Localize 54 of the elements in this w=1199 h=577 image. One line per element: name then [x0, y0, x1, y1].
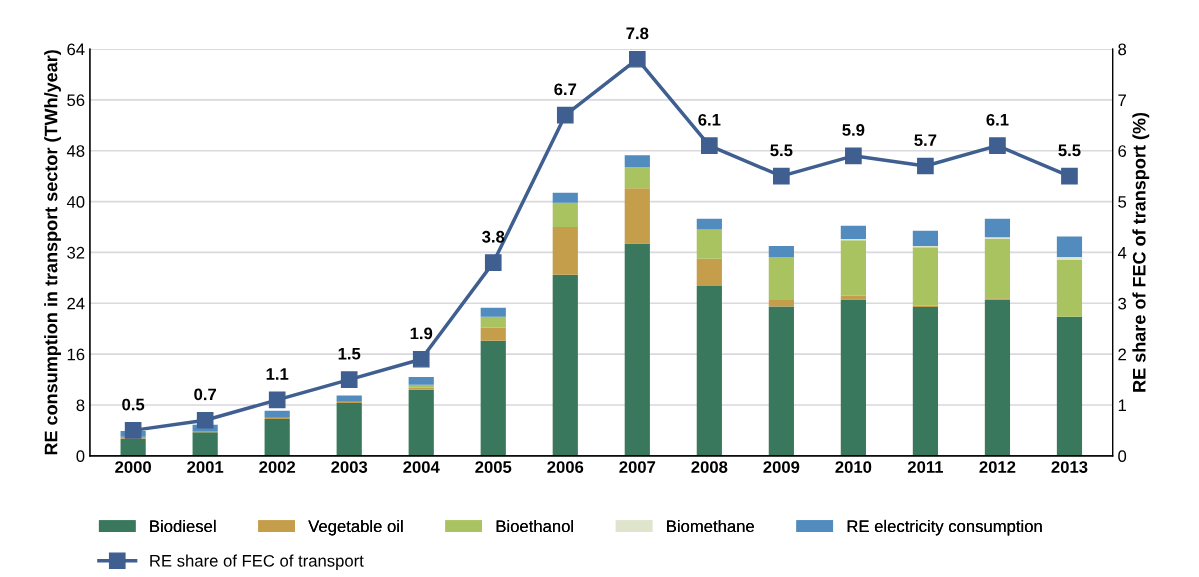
x-tick-label: 2003	[331, 461, 368, 473]
data-label: 5.7	[914, 134, 937, 147]
y-tick-label: 16	[67, 348, 85, 361]
y-tick-label: 56	[67, 94, 85, 107]
y2-tick-label: 1	[1118, 399, 1126, 412]
x-tick-label: 2013	[1051, 461, 1088, 473]
data-label: 0.5	[122, 398, 145, 411]
y-tick-label: 64	[67, 43, 85, 56]
legend-label: Biodiesel	[150, 519, 216, 533]
data-label: 1.5	[338, 347, 361, 360]
x-tick-label: 2001	[187, 461, 224, 473]
x-tick-label: 2011	[907, 461, 944, 473]
x-tick-label: 2002	[259, 461, 296, 473]
data-label: 5.5	[1058, 144, 1081, 157]
y2-axis-title: RE share of FEC of transport (%)	[1132, 112, 1150, 392]
x-tick-label: 2006	[547, 461, 584, 473]
legend-label: RE electricity consumption	[847, 519, 1042, 536]
y2-tick-label: 2	[1118, 348, 1126, 361]
y2-tick-label: 4	[1117, 247, 1127, 259]
x-tick-label: 2004	[403, 461, 440, 473]
x-tick-label: 2000	[115, 461, 151, 473]
y2-tick-label: 7	[1118, 94, 1126, 106]
legend-label: Biomethane	[667, 519, 754, 533]
data-label: 1.1	[266, 368, 289, 380]
y2-tick-label: 8	[1118, 43, 1127, 56]
data-label: 5.9	[842, 124, 865, 136]
data-label: 5.5	[770, 144, 793, 157]
y-tick-label: 8	[76, 399, 85, 412]
data-label: 0.7	[194, 388, 217, 401]
y-tick-label: 32	[67, 246, 85, 259]
x-tick-label: 2008	[691, 461, 728, 473]
y-tick-label: 24	[67, 297, 85, 310]
data-label: 3.8	[482, 230, 505, 243]
y-tick-label: 48	[66, 145, 85, 157]
data-label: 6.1	[986, 113, 1009, 126]
y2-tick-label: 5	[1118, 196, 1127, 208]
data-label: 7.8	[626, 27, 649, 40]
x-tick-label: 2005	[475, 461, 512, 473]
y-tick-label: 40	[66, 195, 85, 208]
legend-label: Bioethanol	[496, 519, 573, 533]
y2-tick-label: 6	[1118, 145, 1127, 157]
data-label: 1.9	[410, 327, 433, 340]
y-axis-title: RE consumption in transport sector (TWh/year)	[44, 50, 61, 455]
y2-tick-label: 0	[1118, 450, 1127, 463]
x-tick-label: 2012	[979, 461, 1016, 473]
data-label: 6.1	[698, 113, 721, 126]
y2-tick-label: 3	[1118, 297, 1127, 310]
legend-label: RE share of FEC of transport	[150, 554, 364, 571]
data-label: 6.7	[554, 83, 577, 96]
y-tick-label: 0	[76, 450, 85, 463]
x-tick-label: 2007	[619, 461, 656, 473]
legend-label: Vegetable oil	[308, 519, 403, 536]
x-tick-label: 2009	[763, 461, 800, 473]
x-tick-label: 2010	[835, 461, 872, 473]
